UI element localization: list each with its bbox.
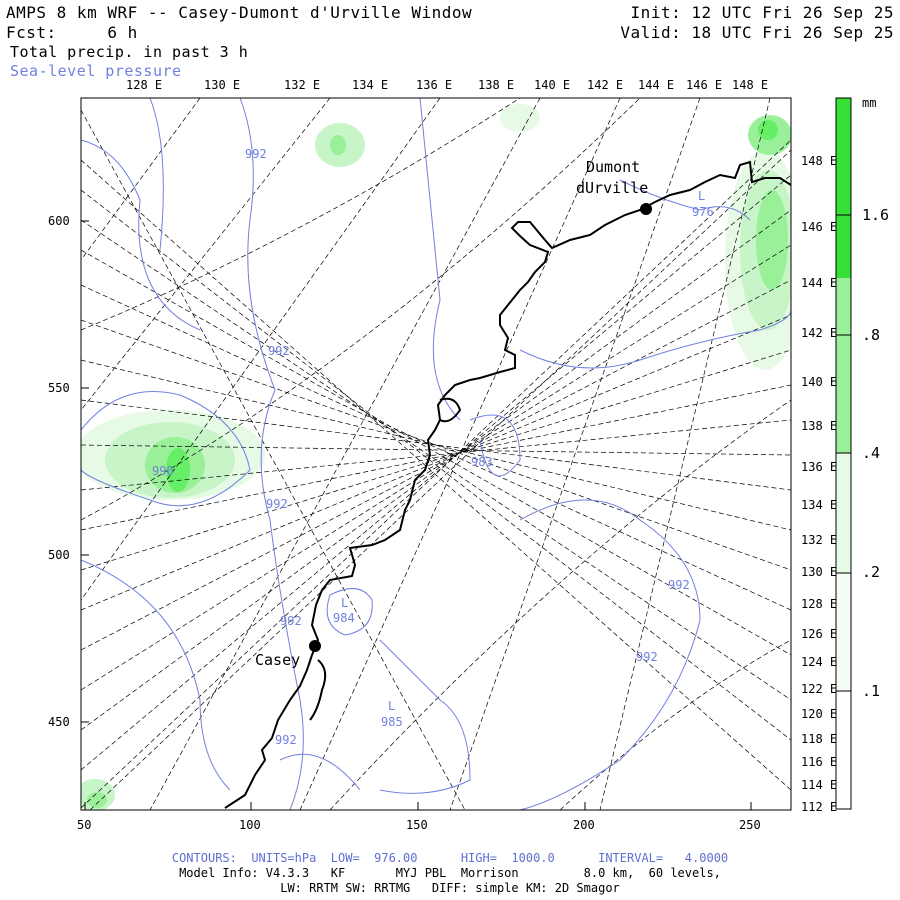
- casey-marker[interactable]: [309, 640, 321, 652]
- svg-text:984: 984: [333, 611, 355, 625]
- top-lon-label: 136 E: [416, 78, 453, 92]
- top-lon-label: 134 E: [352, 78, 389, 92]
- right-lon-label: 118 E: [801, 732, 838, 746]
- top-lon-label: 140 E: [534, 78, 571, 92]
- svg-text:L: L: [698, 189, 705, 203]
- casey-label: Casey: [255, 651, 300, 669]
- colorbar-unit: mm: [862, 96, 877, 110]
- dumont-durville-marker[interactable]: [640, 203, 652, 215]
- right-lon-label: 124 E: [801, 655, 838, 669]
- forecast-hour: Fcst: 6 h: [6, 23, 138, 42]
- right-lon-label: 138 E: [801, 419, 838, 433]
- bottom-axis-label: 100: [239, 818, 261, 832]
- right-lon-label: 128 E: [801, 597, 838, 611]
- coastline: [224, 160, 791, 809]
- init-time: Init: 12 UTC Fri 26 Sep 25: [630, 3, 894, 22]
- svg-text:992: 992: [668, 578, 690, 592]
- svg-text:976: 976: [692, 205, 714, 219]
- dumont-label-line2: dUrville: [576, 179, 648, 197]
- right-lon-label: 122 E: [801, 682, 838, 696]
- svg-text:983: 983: [471, 455, 493, 469]
- svg-text:L: L: [341, 596, 348, 610]
- top-lon-label: 146 E: [686, 78, 723, 92]
- svg-text:985: 985: [381, 715, 403, 729]
- colorbar-tick: .8: [862, 326, 881, 344]
- top-lon-label: 130 E: [204, 78, 241, 92]
- precip-shading: [81, 104, 791, 810]
- top-lon-label: 132 E: [284, 78, 321, 92]
- physics-info: LW: RRTM SW: RRTMG DIFF: simple KM: 2D S…: [280, 881, 620, 895]
- svg-text:992: 992: [280, 614, 302, 628]
- right-lon-label: 116 E: [801, 755, 838, 769]
- contour-info: CONTOURS: UNITS=hPa LOW= 976.00 HIGH= 10…: [171, 851, 729, 865]
- bottom-axis-label: 50: [77, 818, 92, 832]
- dumont-label-line1: Dumont: [586, 158, 640, 176]
- bottom-axis-label: 200: [573, 818, 595, 832]
- right-lon-label: 144 E: [801, 276, 838, 290]
- left-axis-label: 450: [48, 715, 70, 729]
- right-lon-label: 140 E: [801, 375, 838, 389]
- svg-text:992: 992: [245, 147, 267, 161]
- top-lon-label: 138 E: [478, 78, 515, 92]
- svg-text:L: L: [388, 699, 395, 713]
- isobar-labels: 992 992 992 990 992 983 984 992 992 992 …: [152, 147, 714, 747]
- map-title: AMPS 8 km WRF -- Casey-Dumont d'Urville …: [6, 3, 473, 22]
- colorbar-tick: .2: [862, 563, 881, 581]
- right-lon-label: 112 E: [801, 800, 838, 814]
- axis-ticks: [81, 220, 752, 810]
- right-lon-label: 132 E: [801, 533, 838, 547]
- svg-text:992: 992: [636, 650, 658, 664]
- precip-colorbar: [835, 97, 852, 810]
- top-lon-label: 128 E: [126, 78, 163, 92]
- field-precip-label: Total precip. in past 3 h: [10, 43, 249, 61]
- svg-text:992: 992: [275, 733, 297, 747]
- svg-text:990: 990: [152, 464, 174, 478]
- right-lon-label: 120 E: [801, 707, 838, 721]
- field-pressure-label: Sea-level pressure: [10, 62, 182, 80]
- model-info: Model Info: V4.3.3 KF MYJ PBL Morrison 8…: [179, 866, 721, 880]
- top-lon-label: 142 E: [587, 78, 624, 92]
- left-axis-label: 600: [48, 214, 70, 228]
- right-lon-label: 142 E: [801, 326, 838, 340]
- bottom-axis-label: 150: [406, 818, 428, 832]
- right-lon-label: 114 E: [801, 778, 838, 792]
- svg-text:992: 992: [266, 497, 288, 511]
- valid-time: Valid: 18 UTC Fri 26 Sep 25: [620, 23, 894, 42]
- right-lon-label: 148 E: [801, 154, 838, 168]
- right-lon-label: 126 E: [801, 627, 838, 641]
- colorbar-tick: .1: [862, 682, 881, 700]
- left-axis-label: 550: [48, 381, 70, 395]
- top-lon-label: 148 E: [732, 78, 769, 92]
- right-lon-label: 136 E: [801, 460, 838, 474]
- svg-text:992: 992: [268, 344, 290, 358]
- left-axis-label: 500: [48, 548, 70, 562]
- colorbar-tick: .4: [862, 444, 881, 462]
- right-lon-label: 146 E: [801, 220, 838, 234]
- right-lon-label: 130 E: [801, 565, 838, 579]
- colorbar-tick: 1.6: [862, 206, 890, 224]
- bottom-axis-label: 250: [739, 818, 761, 832]
- top-lon-label: 144 E: [638, 78, 675, 92]
- isobars: [81, 98, 791, 810]
- right-lon-label: 134 E: [801, 498, 838, 512]
- map-frame: [80, 97, 792, 811]
